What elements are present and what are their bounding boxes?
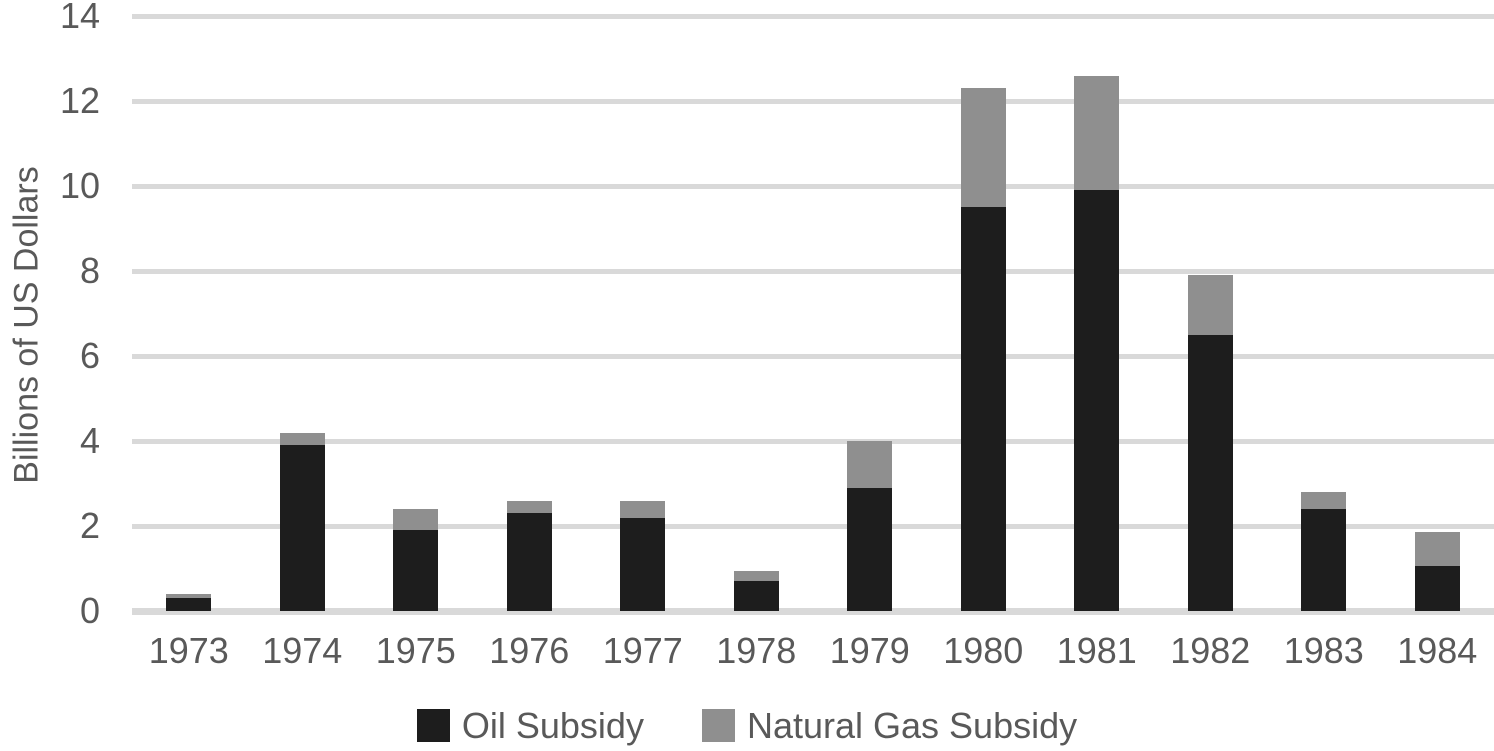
x-axis-label-1980: 1980 — [943, 630, 1024, 671]
gridline-y-2 — [132, 523, 1494, 529]
gridline-y-6 — [132, 353, 1494, 359]
bar-1983-gas-segment — [1301, 492, 1347, 509]
bar-1982 — [1187, 275, 1233, 611]
bar-1980-oil-segment — [960, 207, 1006, 611]
bar-1973 — [166, 594, 212, 611]
bar-1979 — [847, 441, 893, 611]
y-tick-label-8: 8 — [79, 250, 100, 291]
bar-1975-oil-segment — [393, 530, 439, 611]
bar-1981-gas-segment — [1074, 75, 1120, 191]
bar-1977 — [620, 500, 666, 611]
bar-1976-gas-segment — [506, 500, 552, 514]
legend: Oil Subsidy Natural Gas Subsidy — [0, 703, 1494, 748]
legend-item-natural-gas-subsidy: Natural Gas Subsidy — [701, 704, 1078, 747]
legend-item-oil-subsidy: Oil Subsidy — [416, 704, 644, 747]
bar-1984-gas-segment — [1414, 532, 1460, 567]
bar-1980 — [960, 88, 1006, 611]
y-tick-label-0: 0 — [79, 590, 100, 631]
bar-1974-gas-segment — [279, 432, 325, 446]
x-axis-label-1975: 1975 — [375, 630, 456, 671]
gridline-y-12 — [132, 98, 1494, 104]
y-tick-label-12: 12 — [59, 80, 100, 121]
y-tick-label-6: 6 — [79, 335, 100, 376]
bar-1974 — [279, 432, 325, 611]
natural-gas-subsidy-swatch — [701, 709, 735, 742]
bar-1983-oil-segment — [1301, 509, 1347, 611]
bar-1984-oil-segment — [1414, 566, 1460, 611]
bar-1981-oil-segment — [1074, 190, 1120, 611]
bar-1973-gas-segment — [166, 594, 212, 599]
y-tick-label-14: 14 — [59, 0, 100, 36]
gridline-y-8 — [132, 268, 1494, 274]
bar-1978-oil-segment — [733, 581, 779, 611]
bar-1977-oil-segment — [620, 517, 666, 611]
x-axis-label-1984: 1984 — [1397, 630, 1478, 671]
bar-1982-oil-segment — [1187, 334, 1233, 611]
bar-1980-gas-segment — [960, 88, 1006, 208]
x-axis-label-1981: 1981 — [1056, 630, 1137, 671]
natural-gas-subsidy-legend-label: Natural Gas Subsidy — [746, 704, 1078, 746]
x-axis-label-1977: 1977 — [602, 630, 683, 671]
gridline-y-0 — [132, 607, 1494, 615]
bar-1978-gas-segment — [733, 570, 779, 582]
y-axis-tick-labels: 0 2 4 6 8 10 12 14 — [0, 0, 100, 631]
x-axis-label-1978: 1978 — [716, 630, 797, 671]
bar-1975 — [393, 509, 439, 611]
bar-1973-oil-segment — [166, 598, 212, 611]
bar-1976 — [506, 500, 552, 611]
bar-1981 — [1074, 75, 1120, 611]
x-axis-label-1974: 1974 — [262, 630, 343, 671]
bar-1976-oil-segment — [506, 513, 552, 611]
gridline-y-14 — [132, 13, 1494, 19]
oil-subsidy-swatch — [416, 709, 450, 742]
x-axis-label-1983: 1983 — [1283, 630, 1364, 671]
bar-1978 — [733, 570, 779, 611]
plot-area — [132, 13, 1494, 615]
x-axis-label-1976: 1976 — [489, 630, 570, 671]
bar-1975-gas-segment — [393, 509, 439, 531]
oil-subsidy-legend-label: Oil Subsidy — [461, 704, 644, 746]
bar-1984 — [1414, 532, 1460, 611]
bar-1979-gas-segment — [847, 441, 893, 488]
bar-1974-oil-segment — [279, 445, 325, 611]
x-axis-label-1979: 1979 — [829, 630, 910, 671]
bar-1983 — [1301, 492, 1347, 611]
x-axis-label-1982: 1982 — [1170, 630, 1251, 671]
bar-1979-oil-segment — [847, 487, 893, 611]
gridline-y-4 — [132, 438, 1494, 444]
gridline-y-10 — [132, 183, 1494, 189]
x-axis-labels: 1973 1974 1975 1976 1977 1978 1979 1980 1981 1982… — [132, 630, 1494, 674]
y-tick-label-4: 4 — [79, 420, 100, 461]
x-axis-label-1973: 1973 — [148, 630, 229, 671]
bar-1977-gas-segment — [620, 500, 666, 518]
y-tick-label-10: 10 — [59, 165, 100, 206]
bar-1982-gas-segment — [1187, 275, 1233, 335]
y-tick-label-2: 2 — [79, 505, 100, 546]
